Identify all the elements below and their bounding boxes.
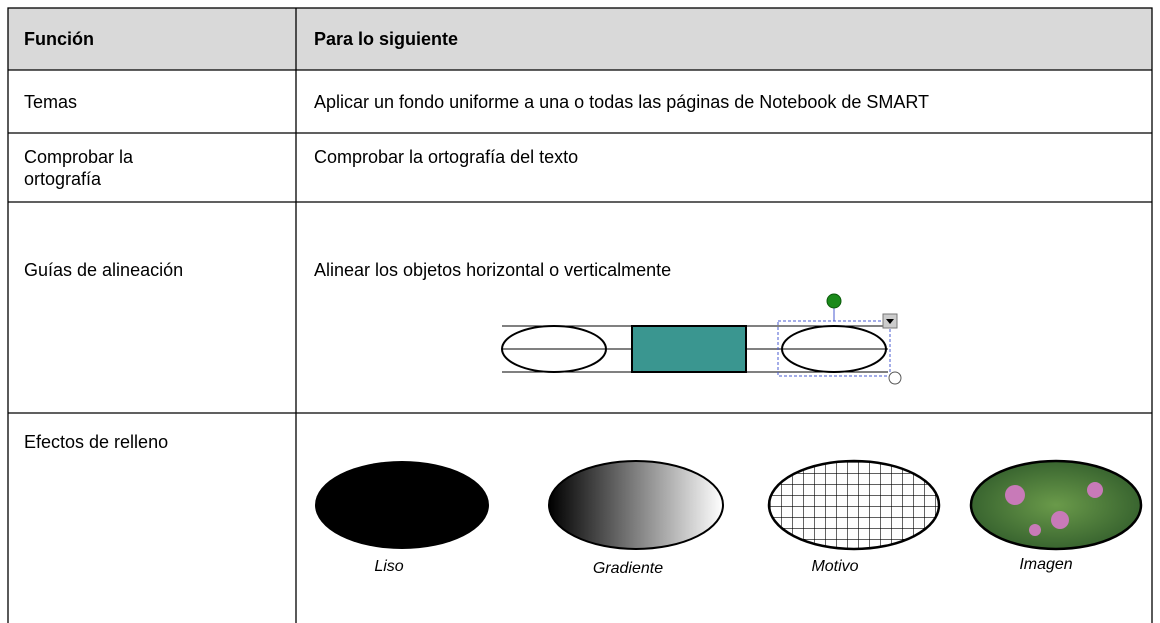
function-cell: Efectos de relleno xyxy=(24,432,169,452)
header-background xyxy=(8,8,1152,70)
description-cell: Aplicar un fondo uniforme a una o todas … xyxy=(314,92,930,112)
fill-caption: Imagen xyxy=(1019,556,1072,573)
header-cell: Función xyxy=(24,29,94,49)
fill-caption: Motivo xyxy=(811,558,858,575)
fill-caption: Liso xyxy=(374,558,403,575)
table-borders xyxy=(7,7,1153,623)
fill-caption: Gradiente xyxy=(593,560,663,577)
function-cell: Guías de alineación xyxy=(24,260,184,280)
alignment-diagram xyxy=(501,293,902,385)
function-cell: Comprobar la ortografía xyxy=(24,147,134,189)
description-cell: Comprobar la ortografía del texto xyxy=(314,147,579,167)
header-cell: Para lo siguiente xyxy=(314,29,459,49)
fill-effects xyxy=(315,459,1143,551)
description-cell: Alinear los objetos horizontal o vertica… xyxy=(314,260,672,280)
function-cell: Temas xyxy=(24,92,78,112)
